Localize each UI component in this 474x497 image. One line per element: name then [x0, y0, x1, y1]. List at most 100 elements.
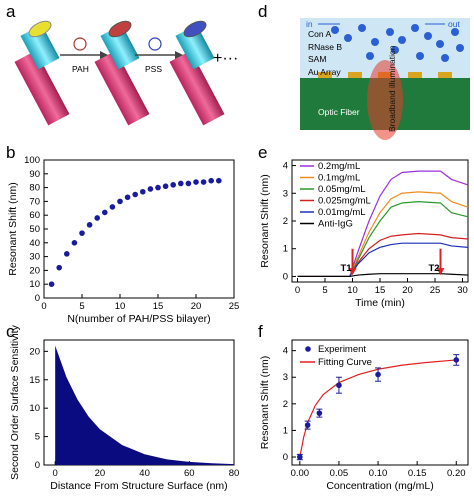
data-point — [170, 182, 176, 188]
data-point — [185, 180, 192, 187]
panel-label-b: b — [6, 143, 16, 162]
y-axis-label: Resonant Shift (nm) — [259, 174, 271, 267]
x-tick-label: 0.15 — [408, 468, 427, 479]
x-tick-label: 20 — [95, 468, 106, 479]
data-point — [48, 281, 55, 288]
x-tick-label: 60 — [184, 468, 195, 479]
x-tick-label: 15 — [153, 301, 164, 312]
legend-label: Fitting Curve — [318, 357, 372, 368]
data-point — [56, 264, 62, 271]
x-tick-label: 0 — [53, 468, 58, 479]
data-point — [71, 240, 78, 246]
data-point — [375, 371, 381, 378]
data-point — [208, 177, 214, 184]
legend-label: Anti-IgG — [318, 219, 353, 230]
x-tick-label: 0.00 — [291, 468, 310, 479]
y-tick-label: 20 — [29, 346, 40, 357]
annotation-label: T1 — [341, 263, 353, 274]
data-point — [147, 186, 154, 192]
y-tick-label: 60 — [29, 210, 40, 221]
data-point — [304, 422, 311, 428]
legend-marker — [305, 346, 311, 352]
data-point — [155, 184, 161, 191]
x-tick-label: 40 — [139, 468, 150, 479]
y-tick-label: 0 — [283, 271, 288, 282]
data-point — [64, 251, 70, 257]
x-tick-label: 0 — [41, 301, 46, 312]
panel-label-a: a — [6, 2, 16, 21]
y-tick-label: 40 — [29, 238, 40, 249]
y-tick-label: 4 — [283, 346, 288, 357]
data-point — [200, 179, 207, 185]
series-line — [297, 191, 469, 278]
y-tick-label: 2 — [283, 216, 288, 227]
legend-label: Experiment — [318, 344, 366, 355]
data-point — [124, 194, 131, 201]
y-tick-label: 10 — [29, 279, 40, 290]
y-tick-label: 1 — [283, 244, 288, 255]
series-line — [297, 273, 469, 278]
y-tick-label: 80 — [29, 183, 40, 194]
x-tick-label: 25 — [229, 301, 240, 312]
data-point — [316, 410, 323, 416]
y-tick-label: 50 — [29, 224, 40, 235]
data-point — [336, 382, 342, 389]
y-tick-label: 90 — [29, 169, 40, 180]
x-axis-label: N(number of PAH/PSS bilayer) — [67, 313, 210, 325]
x-tick-label: 20 — [191, 301, 202, 312]
x-axis-label: Time (min) — [355, 297, 405, 309]
data-point — [79, 230, 85, 236]
x-tick-label: 30 — [457, 285, 468, 296]
data-point — [102, 209, 108, 216]
y-tick-label: 0 — [35, 293, 40, 304]
panel-label-f: f — [258, 322, 263, 341]
x-tick-label: 15 — [375, 285, 386, 296]
y-tick-label: 30 — [29, 252, 40, 263]
panel-label-d: d — [258, 2, 268, 21]
x-tick-label: 0.20 — [447, 468, 466, 479]
data-point — [216, 177, 222, 184]
legend-label: 0.05mg/mL — [318, 184, 366, 195]
data-point — [94, 215, 100, 221]
y-tick-label: 1 — [283, 425, 288, 436]
data-point — [132, 191, 138, 198]
y-axis-label: Second Order Surface Sensitivity — [9, 324, 21, 479]
annotation-label: T2 — [429, 263, 440, 274]
y-axis-label: Resonant Shift (nm) — [7, 182, 19, 275]
y-tick-label: 0 — [35, 460, 40, 471]
series-line — [297, 200, 469, 278]
data-point — [178, 180, 184, 187]
x-axis-label: Concentration (mg/mL) — [326, 480, 433, 492]
series-line — [297, 170, 469, 278]
x-axis-label: Distance From Structure Surface (nm) — [50, 480, 227, 492]
annotation-arrowhead — [436, 268, 445, 276]
y-tick-label: 15 — [29, 375, 40, 386]
legend-label: 0.1mg/mL — [318, 173, 360, 184]
y-tick-label: 3 — [283, 372, 288, 383]
y-tick-label: 2 — [283, 399, 288, 410]
area-fill — [55, 345, 235, 465]
x-tick-label: 0.10 — [369, 468, 388, 479]
y-tick-label: 4 — [283, 161, 288, 172]
data-point — [162, 183, 169, 190]
panel-label-c: c — [6, 322, 15, 341]
panel-label-e: e — [258, 143, 268, 162]
data-point — [193, 179, 199, 185]
x-tick-label: 10 — [347, 285, 358, 296]
data-point — [86, 222, 93, 228]
y-tick-label: 5 — [35, 432, 40, 443]
series-line — [297, 242, 469, 278]
data-point — [109, 204, 116, 210]
x-tick-label: 5 — [322, 285, 327, 296]
x-tick-label: 10 — [115, 301, 126, 312]
x-tick-label: 25 — [430, 285, 441, 296]
annotation-arrowhead — [348, 268, 357, 276]
y-tick-label: 3 — [283, 188, 288, 199]
data-point — [140, 188, 146, 195]
legend-label: 0.2mg/mL — [318, 161, 360, 172]
x-tick-label: 20 — [402, 285, 413, 296]
